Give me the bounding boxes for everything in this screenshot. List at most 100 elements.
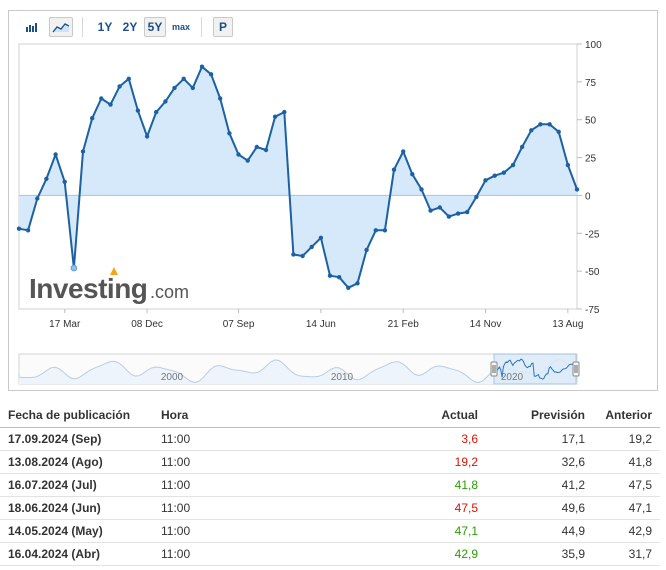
data-point <box>163 99 168 104</box>
navigator-area <box>19 359 577 384</box>
prevision-cell: 35,9 <box>486 542 593 566</box>
navigator-selection-line <box>493 358 577 380</box>
data-point <box>282 109 287 115</box>
x-tick-label: 08 Dec <box>131 319 163 330</box>
data-point <box>510 162 516 168</box>
fecha-cell: 14.05.2024 (May) <box>0 519 153 543</box>
col-fecha-header: Fecha de publicación <box>0 403 153 428</box>
fecha-cell: 16.04.2024 (Abr) <box>0 542 153 566</box>
hora-cell: 11:00 <box>153 473 339 497</box>
data-point <box>556 129 561 134</box>
toolbar-divider <box>82 17 83 37</box>
data-point <box>391 167 397 172</box>
anterior-cell: 47,5 <box>593 473 660 497</box>
col-actual-header: Actual <box>339 403 486 428</box>
watermark-suffix: .com <box>150 282 189 302</box>
anterior-cell: 19,2 <box>593 427 660 451</box>
hora-cell: 11:00 <box>153 542 339 566</box>
bar-chart-button[interactable] <box>21 17 43 37</box>
data-point <box>401 149 406 154</box>
x-tick-label: 13 Aug <box>552 319 583 330</box>
hora-cell: 11:00 <box>153 496 339 520</box>
area-chart-button[interactable] <box>49 17 73 37</box>
data-point <box>465 209 470 215</box>
data-point <box>309 244 314 250</box>
data-point <box>227 131 232 136</box>
area-fill <box>19 66 577 288</box>
data-point <box>135 108 141 113</box>
p-button[interactable]: P <box>213 17 233 37</box>
investing-watermark: Investing .com <box>29 267 189 304</box>
data-point <box>126 76 131 82</box>
actual-cell: 3,6 <box>339 427 486 451</box>
data-point <box>172 85 177 91</box>
range-5y-button[interactable]: 5Y <box>144 17 166 37</box>
data-point <box>44 176 49 181</box>
toolbar-divider <box>201 17 202 37</box>
col-anterior-header: Anterior <box>593 403 660 428</box>
navigator-handle-left[interactable] <box>490 361 498 377</box>
y-tick-label: 75 <box>585 78 597 89</box>
data-point <box>455 211 461 216</box>
data-point <box>199 64 205 69</box>
hora-cell: 11:00 <box>153 450 339 474</box>
anterior-cell: 42,9 <box>593 519 660 543</box>
range-max-button[interactable]: max <box>171 22 190 32</box>
data-point <box>364 247 369 253</box>
navigator-handle-right[interactable] <box>572 361 580 377</box>
data-point <box>355 281 360 286</box>
anterior-cell: 41,8 <box>593 450 660 474</box>
chart-panel: 1Y 2Y 5Y max P Investing .com 100 75 50 25 0 -… <box>8 10 658 391</box>
y-tick-label: -75 <box>585 305 600 316</box>
prevision-cell: 17,1 <box>486 427 593 451</box>
chart-navigator[interactable]: 2000 2010 2020 <box>18 353 580 385</box>
fecha-cell: 17.09.2024 (Sep) <box>0 427 153 451</box>
data-point <box>99 96 104 101</box>
data-point <box>190 85 195 91</box>
range-2y-button[interactable]: 2Y <box>122 20 138 34</box>
actual-cell: 42,9 <box>339 542 486 566</box>
data-point <box>419 187 424 192</box>
hora-cell: 11:00 <box>153 427 339 451</box>
anterior-cell: 47,1 <box>593 496 660 520</box>
area-chart[interactable]: Investing .com 100 75 50 25 0 -25 -50 -75 17 Mar… <box>9 11 659 392</box>
data-point <box>337 275 342 280</box>
data-point <box>318 235 324 240</box>
area-chart-icon <box>52 23 70 33</box>
actual-cell: 19,2 <box>339 450 486 474</box>
watermark-logo-mark <box>110 267 118 275</box>
actual-cell: 47,5 <box>339 496 486 520</box>
data-point <box>254 144 259 150</box>
table-row: 16.04.2024 (Abr) 11:00 42,9 35,9 31,7 <box>0 542 660 566</box>
prevision-cell: 44,9 <box>486 519 593 543</box>
table-row: 14.05.2024 (May) 11:00 47,1 44,9 42,9 <box>0 519 660 543</box>
data-point <box>446 214 452 219</box>
data-point <box>154 109 159 115</box>
data-point <box>547 122 552 127</box>
x-tick-label: 07 Sep <box>223 319 255 330</box>
y-tick-label: 100 <box>585 40 602 51</box>
y-tick-label: 50 <box>585 116 597 127</box>
data-point <box>35 196 40 201</box>
col-hora-header: Hora <box>153 403 339 428</box>
data-point <box>80 149 86 154</box>
data-point <box>327 273 333 278</box>
data-point <box>108 102 113 107</box>
navigator-year-label: 2000 <box>161 372 184 383</box>
data-point <box>519 144 525 150</box>
plot-frame <box>18 43 578 310</box>
range-1y-button[interactable]: 1Y <box>97 20 113 34</box>
data-point <box>53 152 58 157</box>
col-prevision-header: Previsión <box>486 403 593 428</box>
data-point <box>70 264 78 272</box>
y-tick-label: 0 <box>585 191 591 202</box>
anterior-cell: 31,7 <box>593 542 660 566</box>
data-point <box>373 228 378 233</box>
hora-cell: 11:00 <box>153 519 339 543</box>
data-point <box>218 96 223 101</box>
table-header-row: Fecha de publicación Hora Actual Previsi… <box>0 403 660 428</box>
prevision-cell: 41,2 <box>486 473 593 497</box>
series-line <box>18 65 578 289</box>
prevision-cell: 49,6 <box>486 496 593 520</box>
data-point <box>474 194 479 200</box>
